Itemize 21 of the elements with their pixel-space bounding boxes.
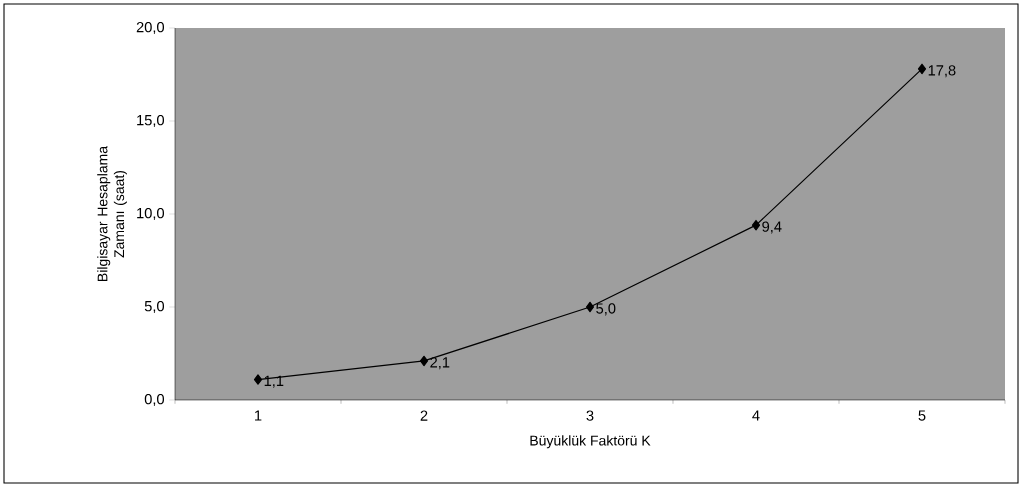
data-label: 17,8: [928, 65, 956, 78]
x-tick-label: 1: [255, 410, 262, 421]
y-tick-label: 5,0: [144, 300, 165, 314]
data-label: 2,1: [430, 357, 450, 370]
point: [419, 355, 429, 367]
y-axis-title: Bilgisayar Hesaplama Zamanı (saat): [97, 145, 127, 281]
x-tick-label: 3: [586, 410, 594, 421]
point: [253, 374, 263, 385]
y-tick-label: 10,0: [137, 207, 165, 221]
point: [585, 301, 595, 313]
data-label: 9,4: [762, 221, 782, 234]
point: [751, 219, 761, 231]
point: [917, 63, 927, 75]
x-tick-label: 4: [752, 410, 760, 421]
x-axis-title: Büyüklük Faktörü K: [530, 435, 651, 449]
y-tick-label: 15,0: [137, 114, 165, 128]
y-tick-label: 20,0: [136, 21, 165, 35]
x-tick-label: 2: [420, 410, 428, 421]
y-tick-label: 0,0: [144, 393, 165, 407]
x-tick-label: 5: [918, 410, 926, 421]
data-label: 5,0: [596, 303, 616, 316]
